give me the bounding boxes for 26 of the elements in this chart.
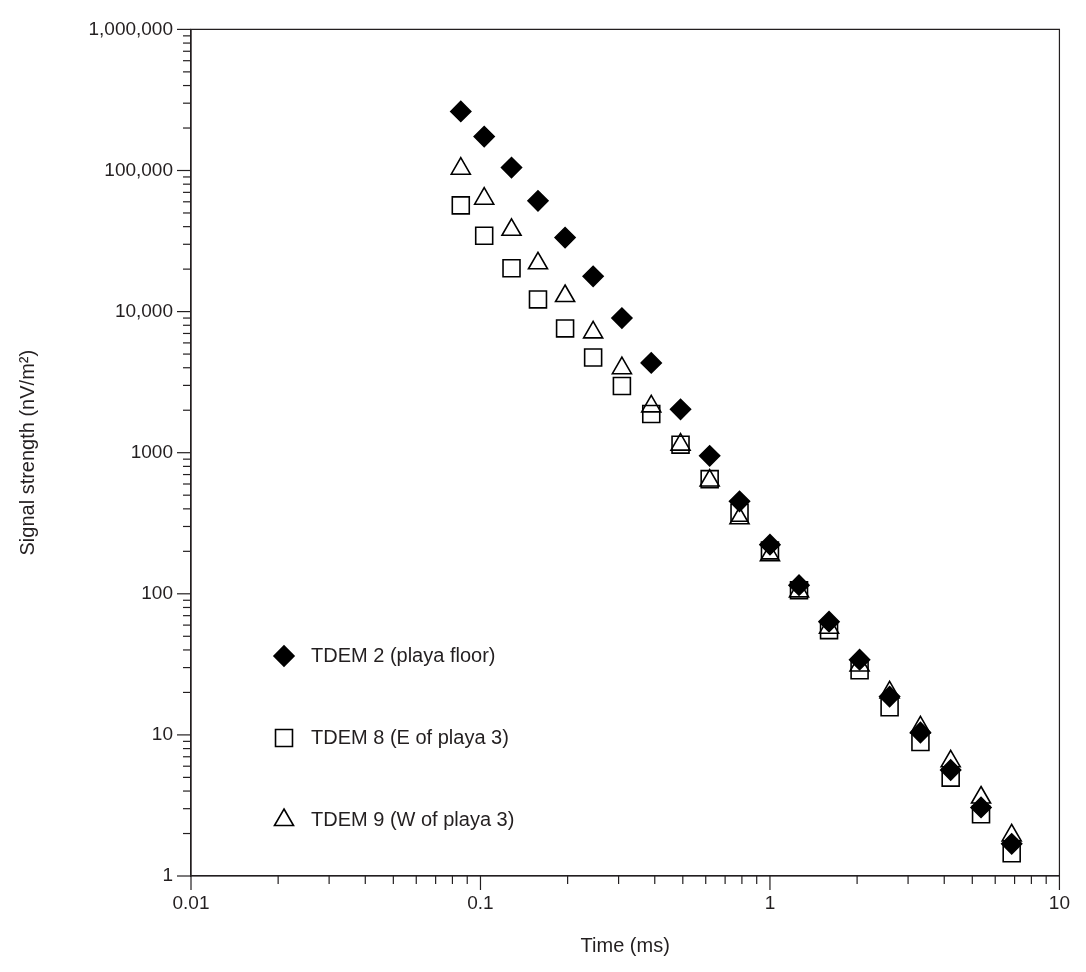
- point: [698, 445, 721, 467]
- point: [641, 404, 661, 424]
- point: [911, 732, 930, 752]
- x-tick-label: 0.01: [172, 891, 210, 913]
- point: [669, 398, 692, 421]
- point: [612, 376, 632, 396]
- y-tick-label: 1: [162, 864, 173, 886]
- legend-label: TDEM 8 (E of playa 3): [311, 725, 509, 748]
- point: [819, 620, 839, 640]
- y-tick-label: 100,000: [104, 158, 173, 180]
- y-axis-title: Signal strength (nV/m²): [15, 349, 38, 556]
- y-tick-label: 100: [141, 582, 173, 604]
- x-tick-label: 1: [764, 891, 776, 913]
- legend-label: TDEM 2 (playa floor): [311, 643, 496, 666]
- x-tick-label: 0.1: [467, 891, 494, 913]
- y-tick-label: 10: [151, 723, 173, 745]
- point: [640, 352, 663, 374]
- legend-label: TDEM 9 (W of playa 3): [311, 807, 515, 830]
- point: [583, 348, 603, 367]
- point: [611, 307, 633, 329]
- point: [582, 265, 604, 288]
- y-tick-label: 1000: [130, 440, 173, 462]
- y-tick-label: 10,000: [114, 299, 173, 321]
- x-tick-label: 10: [1048, 891, 1070, 913]
- x-axis-title: Time (ms): [580, 933, 670, 956]
- y-tick-label: 1,000,000: [88, 17, 173, 39]
